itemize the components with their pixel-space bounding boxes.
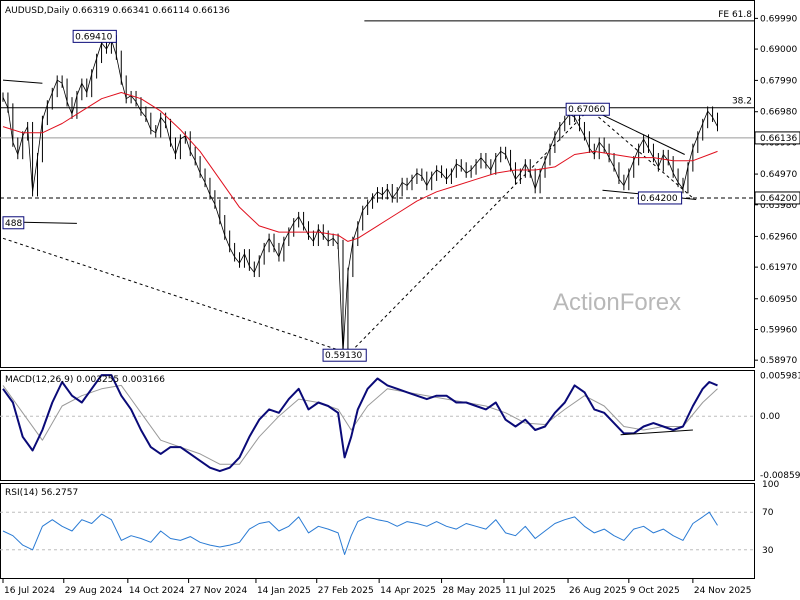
price-annotation-box — [565, 102, 610, 116]
macd-min-label: -0.00859 — [760, 471, 800, 481]
support-price-box — [754, 191, 800, 205]
moving-average — [2, 92, 718, 242]
macd-trendline — [620, 429, 693, 436]
rsi-tick-label: 100 — [762, 480, 779, 490]
price-annotation-label: 0.64200 — [640, 194, 677, 204]
x-tick-label: 29 Aug 2024 — [65, 586, 123, 596]
price-annotation-box — [322, 348, 367, 362]
rsi-panel-frame — [0, 483, 755, 579]
main-panel-frame — [0, 0, 755, 368]
main-title: AUDUSD,Daily 0.66319 0.66341 0.66114 0.6… — [5, 6, 230, 16]
price-annotation-box — [637, 191, 683, 205]
trendline — [594, 110, 685, 155]
x-tick-label: 14 Jan 2025 — [257, 586, 311, 596]
price-annotation-box — [2, 216, 25, 230]
x-axis: 16 Jul 2024 29 Aug 2024 14 Oct 2024 27 Nov … — [2, 579, 752, 596]
x-tick-label: 24 Nov 2025 — [694, 586, 752, 596]
x-tick-label: 11 Jul 2025 — [505, 586, 556, 596]
y-tick-label: 0.60950 — [760, 295, 797, 305]
current-price-box — [754, 131, 800, 145]
main-panel: 0.699900.690000.679900.669800.659900.649… — [0, 10, 800, 366]
y-tick-label: 0.63980 — [760, 201, 797, 211]
macd-label: MACD(12,26,9) 0.003255 0.003166 — [5, 375, 165, 385]
trendline — [22, 221, 77, 224]
price-annotation-label: 0.59130 — [325, 351, 362, 361]
y-tick-label: 0.62960 — [760, 232, 797, 242]
y-tick-label: 0.64970 — [760, 170, 797, 180]
price-line — [2, 39, 718, 354]
trendline — [2, 79, 43, 84]
y-tick-label: 0.67990 — [760, 76, 797, 86]
current-price-label: 0.66136 — [760, 134, 797, 144]
y-tick-label: 0.66980 — [760, 108, 797, 118]
y-tick-label: 0.69990 — [760, 14, 797, 24]
macd-max-label: 0.005981 — [760, 371, 800, 381]
x-tick-label: 9 Oct 2025 — [630, 586, 680, 596]
macd-signal-line — [2, 384, 718, 465]
price-annotation-label: 0.69410 — [75, 32, 112, 42]
x-tick-label: 14 Apr 2025 — [380, 586, 436, 596]
x-tick-label: 28 May 2025 — [443, 586, 502, 596]
macd-zero-label: 0.00 — [760, 412, 780, 422]
rsi-tick-label: 70 — [762, 508, 774, 518]
x-tick-label: 27 Nov 2024 — [190, 586, 248, 596]
y-tick-label: 0.69000 — [760, 45, 797, 55]
trendline — [2, 237, 344, 352]
y-tick-label: 0.61970 — [760, 263, 797, 273]
rsi-panel: 100 70 30 — [0, 480, 779, 556]
support-price-label: 0.64200 — [760, 194, 797, 204]
price-annotation-box — [72, 29, 117, 43]
rsi-tick-label: 30 — [762, 546, 774, 556]
y-tick-label: 0.58970 — [760, 356, 797, 366]
watermark: ActionForex — [553, 289, 681, 316]
x-tick-label: 27 Feb 2025 — [318, 586, 374, 596]
price-annotation-label: 488 — [5, 219, 22, 229]
macd-line — [2, 374, 718, 473]
rsi-label: RSI(14) 56.2757 — [5, 488, 78, 498]
x-tick-label: 26 Aug 2025 — [569, 586, 627, 596]
x-tick-label: 16 Jul 2024 — [4, 586, 55, 596]
y-tick-label: 0.59960 — [760, 325, 797, 335]
price-annotation-label: 0.67060 — [568, 105, 605, 115]
fib-label: 38.2 — [732, 97, 752, 107]
trendline — [589, 108, 694, 199]
x-tick-label: 14 Oct 2024 — [129, 586, 185, 596]
macd-panel-frame — [0, 370, 755, 481]
fe-label: FE 61.8 — [718, 10, 752, 20]
rsi-line — [2, 511, 718, 555]
macd-panel: 0.00 0.005981 -0.00859 — [0, 371, 800, 481]
